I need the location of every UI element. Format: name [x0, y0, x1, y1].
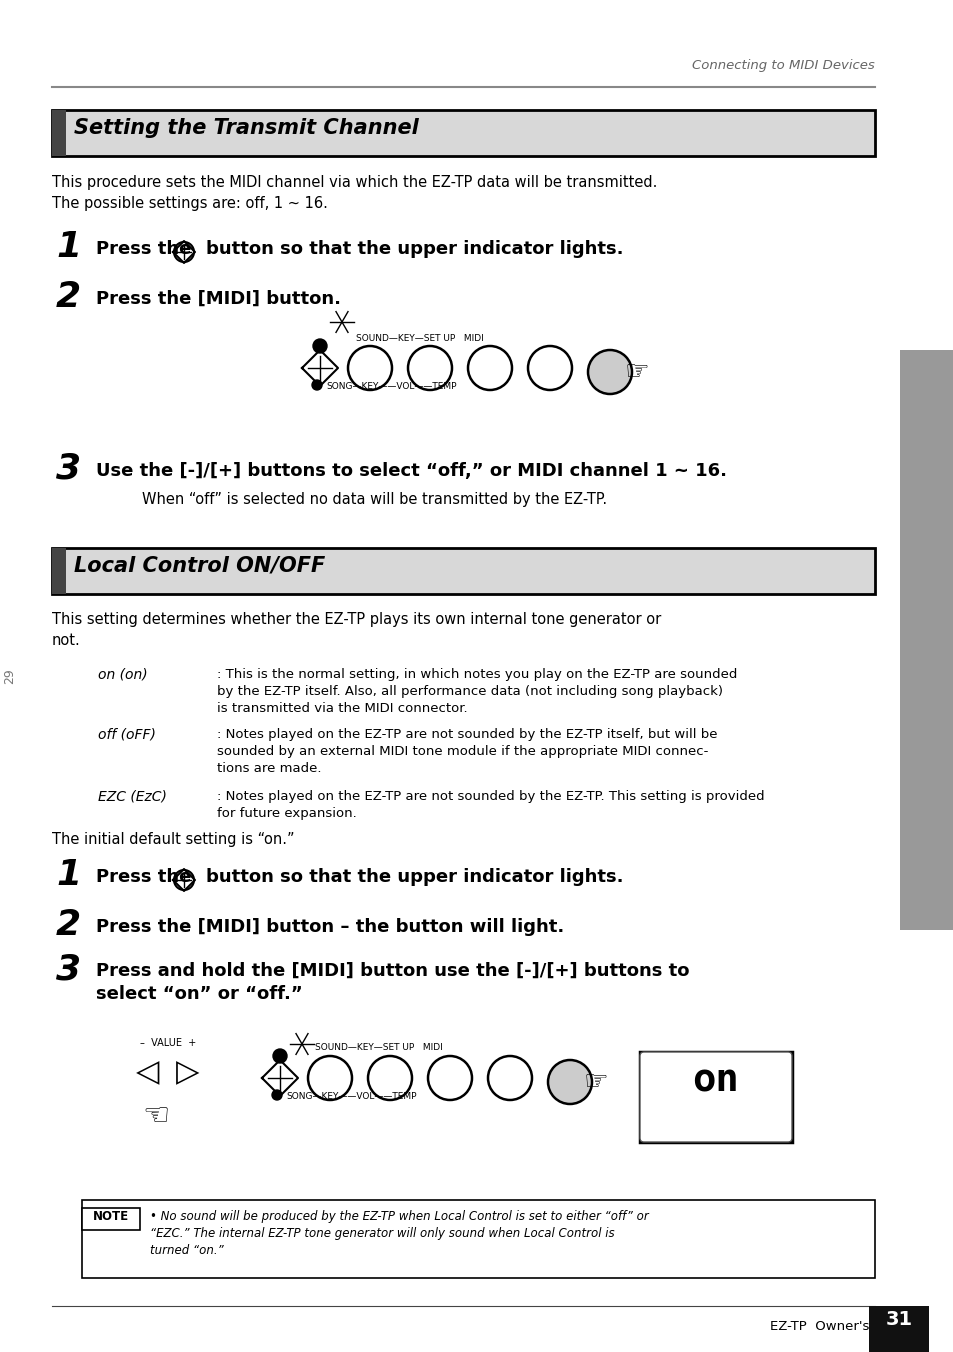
Bar: [52, 548, 874, 594]
Text: When “off” is selected no data will be transmitted by the EZ-TP.: When “off” is selected no data will be t…: [142, 492, 606, 507]
Text: ▷: ▷: [175, 1059, 199, 1087]
Bar: [52, 548, 66, 594]
Text: ☜: ☜: [142, 1102, 170, 1132]
Text: button so that the upper indicator lights.: button so that the upper indicator light…: [206, 868, 623, 886]
FancyBboxPatch shape: [639, 1052, 791, 1142]
Text: EZ-TP  Owner's Manual: EZ-TP Owner's Manual: [769, 1320, 921, 1333]
Text: SOUND—KEY—SET UP   MIDI: SOUND—KEY—SET UP MIDI: [355, 334, 483, 343]
Text: : Notes played on the EZ-TP are not sounded by the EZ-TP itself, but will be
sou: : Notes played on the EZ-TP are not soun…: [216, 727, 717, 775]
Text: : Notes played on the EZ-TP are not sounded by the EZ-TP. This setting is provid: : Notes played on the EZ-TP are not soun…: [216, 790, 763, 821]
Text: Local Control ON/OFF: Local Control ON/OFF: [74, 556, 325, 576]
Circle shape: [547, 1060, 592, 1105]
Text: Connecting to MIDI Devices: Connecting to MIDI Devices: [692, 59, 874, 72]
Circle shape: [587, 350, 631, 393]
Text: NOTE: NOTE: [92, 1210, 129, 1224]
Text: SONG—KEY——VOL——TEMP: SONG—KEY——VOL——TEMP: [286, 1092, 416, 1101]
Bar: [639, 1052, 791, 1142]
Bar: [82, 1207, 140, 1230]
Text: SONG—KEY——VOL——TEMP: SONG—KEY——VOL——TEMP: [326, 383, 456, 391]
Text: 2: 2: [56, 909, 81, 942]
Text: EZC (EzC): EZC (EzC): [98, 790, 167, 804]
Text: SOUND—KEY—SET UP   MIDI: SOUND—KEY—SET UP MIDI: [314, 1042, 442, 1052]
Text: 2: 2: [56, 280, 81, 314]
Circle shape: [313, 339, 327, 353]
Text: The initial default setting is “on.”: The initial default setting is “on.”: [52, 831, 294, 846]
Text: on (on): on (on): [98, 668, 148, 681]
Text: : This is the normal setting, in which notes you play on the EZ-TP are sounded
b: : This is the normal setting, in which n…: [216, 668, 737, 715]
Circle shape: [272, 1090, 282, 1101]
Bar: [52, 110, 874, 155]
Text: Press and hold the [MIDI] button use the [-]/[+] buttons to
select “on” or “off.: Press and hold the [MIDI] button use the…: [96, 963, 689, 1003]
Text: Press the: Press the: [96, 868, 192, 886]
Text: This procedure sets the MIDI channel via which the EZ-TP data will be transmitte: This procedure sets the MIDI channel via…: [52, 174, 657, 211]
Text: ☞: ☞: [624, 358, 649, 387]
Text: Press the [MIDI] button – the button will light.: Press the [MIDI] button – the button wil…: [96, 918, 563, 936]
Text: 1: 1: [56, 230, 81, 264]
Text: button so that the upper indicator lights.: button so that the upper indicator light…: [206, 241, 623, 258]
Circle shape: [273, 1049, 287, 1063]
Text: 1: 1: [56, 859, 81, 892]
Text: 31: 31: [884, 1310, 912, 1329]
Text: off (oFF): off (oFF): [98, 727, 155, 742]
Bar: [52, 110, 66, 155]
Text: Press the [MIDI] button.: Press the [MIDI] button.: [96, 289, 340, 308]
Text: • No sound will be produced by the EZ-TP when Local Control is set to either “of: • No sound will be produced by the EZ-TP…: [150, 1210, 648, 1257]
Text: Use the [-]/[+] buttons to select “off,” or MIDI channel 1 ~ 16.: Use the [-]/[+] buttons to select “off,”…: [96, 462, 726, 480]
Text: 3: 3: [56, 952, 81, 986]
Bar: [82, 1201, 874, 1278]
Text: This setting determines whether the EZ-TP plays its own internal tone generator : This setting determines whether the EZ-T…: [52, 612, 660, 648]
Text: on: on: [692, 1063, 739, 1101]
Text: Press the: Press the: [96, 241, 192, 258]
Text: ☞: ☞: [583, 1068, 608, 1096]
Text: Setting the Transmit Channel: Setting the Transmit Channel: [74, 118, 418, 138]
Text: 3: 3: [56, 452, 81, 485]
Text: 29: 29: [4, 668, 16, 684]
Text: –  VALUE  +: – VALUE +: [140, 1038, 196, 1048]
Circle shape: [312, 380, 322, 389]
Bar: [899, 350, 953, 930]
Bar: [868, 1306, 928, 1352]
Text: ◁: ◁: [136, 1059, 159, 1087]
